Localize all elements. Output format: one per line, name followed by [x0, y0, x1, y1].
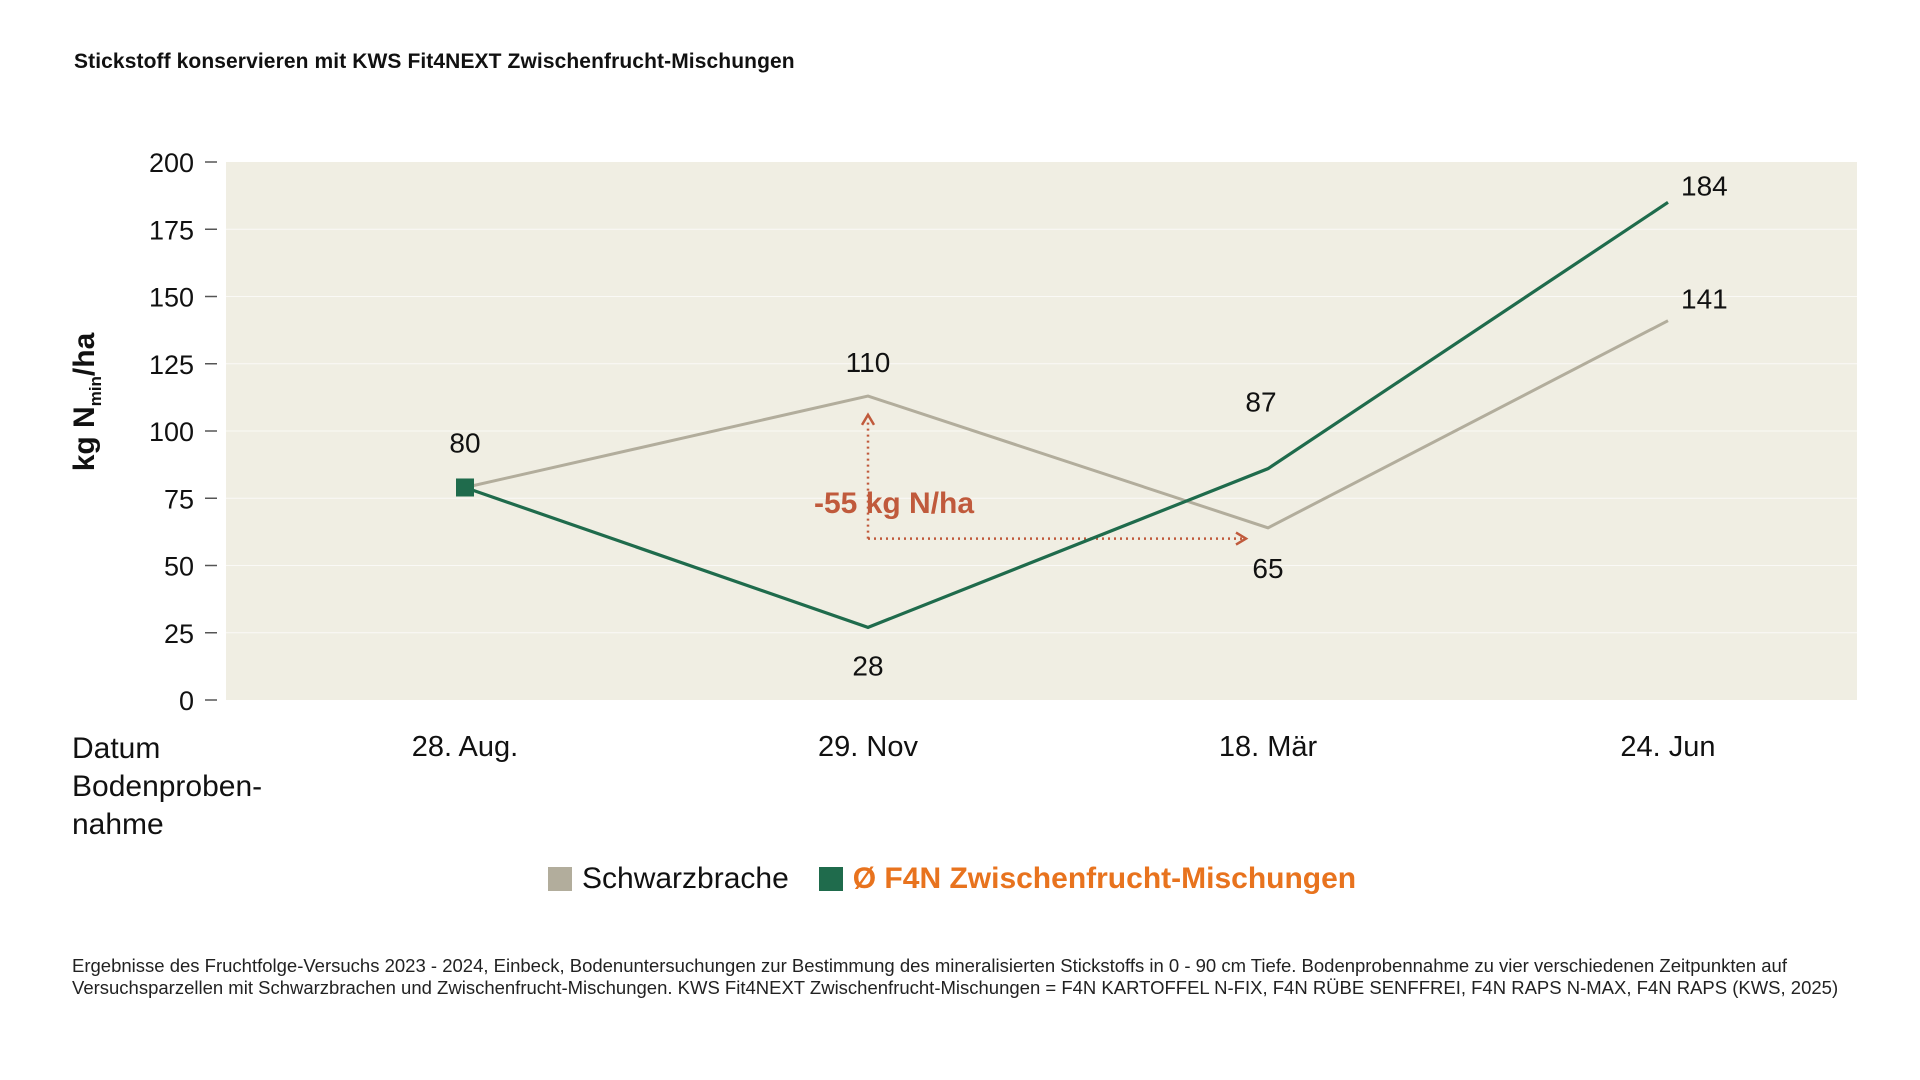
- y-tick-label: 25: [164, 619, 194, 649]
- data-label: 110: [846, 347, 891, 378]
- legend-item-f4n: Ø F4N Zwischenfrucht-Mischungen: [818, 862, 1357, 896]
- legend-label-schwarzbrache: Schwarzbrache: [582, 862, 789, 895]
- x-axis-title: Datum Bodenproben- nahme: [72, 730, 312, 844]
- data-label: 141: [1681, 284, 1728, 315]
- legend: Schwarzbrache Ø F4N Zwischenfrucht-Misch…: [548, 862, 1386, 896]
- data-label: 184: [1681, 170, 1728, 201]
- y-tick-label: 150: [149, 283, 194, 313]
- annotation-text: -55 kg N/ha: [814, 487, 974, 520]
- x-axis-title-line-2: Bodenproben-: [72, 770, 263, 803]
- x-axis-labels: 28. Aug. 29. Nov 18. Mär 24. Jun: [412, 731, 1716, 763]
- legend-swatch-f4n: [818, 867, 843, 891]
- y-tick-label: 125: [149, 350, 194, 380]
- data-label: 80: [449, 427, 480, 458]
- x-tick-label: 28. Aug.: [412, 731, 518, 763]
- y-tick-label: 0: [179, 686, 194, 716]
- annotation-arrowhead-right: [1235, 531, 1249, 546]
- data-labels: 80 110 65 141 28 87 184: [449, 170, 1727, 681]
- x-tick-label: 24. Jun: [1620, 731, 1715, 763]
- y-tick-label: 50: [164, 552, 194, 582]
- y-axis-title-main: kg N: [68, 406, 101, 471]
- chart-title: Stickstoff konservieren mit KWS Fit4NEXT…: [74, 50, 795, 73]
- legend-label-f4n: Ø F4N Zwischenfrucht-Mischungen: [852, 862, 1357, 895]
- data-label: 87: [1245, 387, 1276, 418]
- x-tick-label: 29. Nov: [818, 731, 918, 763]
- y-tick-label: 75: [164, 484, 194, 514]
- y-tick-label: 175: [149, 215, 194, 245]
- series-lines: [456, 201, 1669, 630]
- data-label: 65: [1252, 553, 1283, 584]
- annotation: -55 kg N/ha: [814, 412, 1249, 546]
- x-axis-title-line-1: Datum: [72, 732, 161, 765]
- y-axis-title-sub: min: [86, 376, 105, 406]
- series-line-schwarzbrache: [464, 319, 1669, 530]
- y-axis-title: kg Nmin/ha: [68, 332, 105, 471]
- grid-lines: [226, 228, 1857, 634]
- y-tick-label: 100: [149, 417, 194, 447]
- series-line-f4n: [464, 201, 1669, 630]
- y-tick-label: 200: [149, 148, 194, 178]
- annotation-arrowhead-up: [860, 412, 876, 426]
- y-axis: 0 25 50 75 100 125 150 175 200: [149, 148, 217, 716]
- footnote: Ergebnisse des Fruchtfolge-Versuchs 2023…: [72, 955, 1839, 998]
- x-axis-title-line-3: nahme: [72, 808, 164, 841]
- start-marker: [456, 478, 474, 497]
- legend-swatch-schwarzbrache: [548, 867, 572, 891]
- y-axis-title-suffix: /ha: [68, 332, 101, 376]
- x-tick-label: 18. Mär: [1219, 731, 1318, 763]
- data-label: 28: [852, 650, 883, 681]
- legend-item-schwarzbrache: Schwarzbrache: [548, 862, 789, 896]
